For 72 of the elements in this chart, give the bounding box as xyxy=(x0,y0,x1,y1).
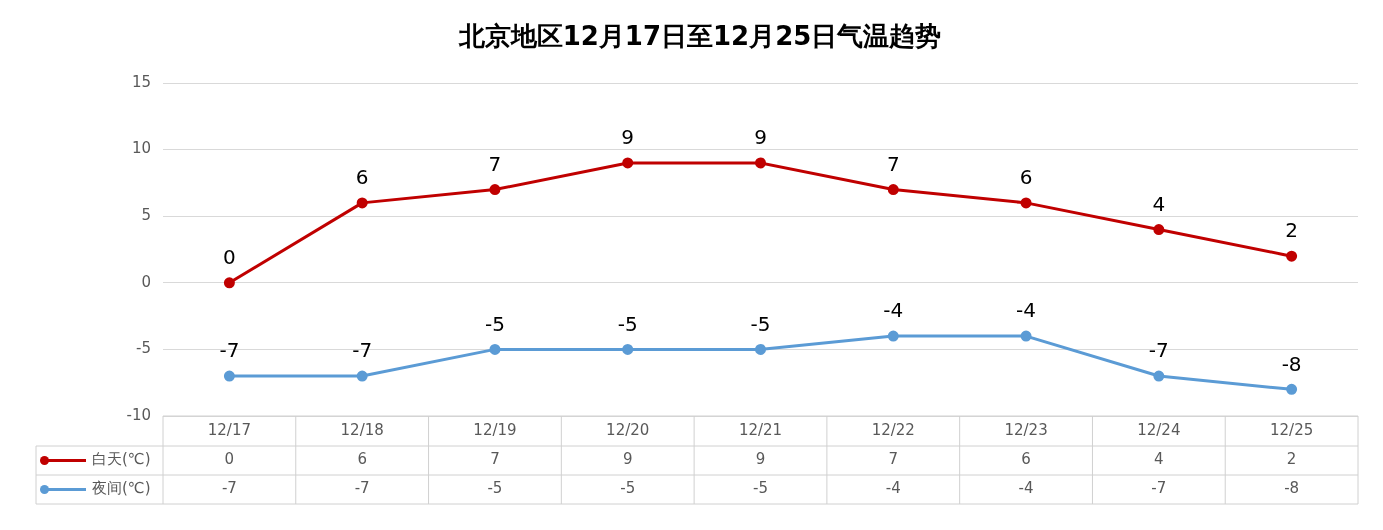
text: -5 xyxy=(620,479,636,498)
data-label: -5 xyxy=(484,311,505,336)
text: -7 xyxy=(221,479,237,498)
text: -4 xyxy=(1018,479,1034,498)
point xyxy=(1286,383,1298,395)
y-tick-label: -5 xyxy=(136,339,151,358)
data-label: 4 xyxy=(1152,191,1166,216)
x-tick-label: 12/22 xyxy=(871,420,915,439)
point xyxy=(887,330,899,342)
text: 9 xyxy=(755,450,766,469)
text: 6 xyxy=(1021,450,1031,469)
x-tick-label: 12/23 xyxy=(1004,420,1048,439)
legend-label: 白天(℃) xyxy=(92,450,151,469)
text: 4 xyxy=(1154,450,1164,469)
data-label: -5 xyxy=(617,311,638,336)
text: -7 xyxy=(354,479,370,498)
point xyxy=(1020,197,1032,209)
x-tick-label: 12/18 xyxy=(340,420,384,439)
y-tick-label: 10 xyxy=(131,139,151,158)
data-label: 9 xyxy=(754,125,767,150)
data-label: 2 xyxy=(1285,218,1298,243)
point xyxy=(223,370,235,382)
data-label: -7 xyxy=(219,338,240,363)
text: 7 xyxy=(888,450,899,469)
y-tick-label: 0 xyxy=(141,272,151,291)
data-label: -4 xyxy=(1016,298,1037,323)
text: -7 xyxy=(1151,479,1167,498)
text: 0 xyxy=(224,450,235,469)
y-tick-label: -10 xyxy=(126,405,151,424)
x-tick-label: 12/24 xyxy=(1137,420,1181,439)
data-label: 9 xyxy=(621,125,635,150)
point xyxy=(1020,330,1032,342)
data-label: -7 xyxy=(1148,338,1169,363)
text: -8 xyxy=(1284,479,1300,498)
x-tick-label: 12/21 xyxy=(738,420,783,439)
x-tick-label: 12/25 xyxy=(1269,420,1314,439)
point xyxy=(1153,370,1165,382)
point xyxy=(489,184,501,196)
point xyxy=(622,343,634,355)
data-label: 6 xyxy=(1019,165,1033,190)
point xyxy=(356,370,368,382)
data-label: 0 xyxy=(223,245,236,269)
data-label: 7 xyxy=(488,151,502,176)
y-tick-label: 5 xyxy=(141,206,151,225)
data-label: -7 xyxy=(352,338,373,363)
data-label: -4 xyxy=(883,298,904,323)
chart-title: 北京地区12月17日至12月25日气温趋势 xyxy=(457,20,942,51)
point xyxy=(755,343,766,355)
text: 2 xyxy=(1286,450,1297,469)
point xyxy=(1286,250,1298,262)
text: -5 xyxy=(487,479,503,498)
point xyxy=(755,157,766,169)
data-label: -8 xyxy=(1281,351,1302,376)
data-label: -5 xyxy=(750,311,771,336)
data-label: 7 xyxy=(886,151,900,176)
point xyxy=(622,157,634,169)
point xyxy=(223,277,235,289)
point xyxy=(489,343,501,355)
x-tick-label: 12/17 xyxy=(207,420,252,439)
y-tick-label: 15 xyxy=(131,72,151,91)
point xyxy=(356,197,368,209)
text: 6 xyxy=(357,450,367,469)
data-label: 6 xyxy=(355,165,369,190)
text: 9 xyxy=(622,450,633,469)
point xyxy=(887,184,899,196)
text: -5 xyxy=(753,479,768,498)
legend-label: 夜间(℃) xyxy=(92,479,151,498)
text: -4 xyxy=(885,479,901,498)
x-tick-label: 12/19 xyxy=(473,420,517,439)
x-tick-label: 12/20 xyxy=(606,420,650,439)
text: 7 xyxy=(490,450,500,469)
point xyxy=(1153,224,1165,236)
